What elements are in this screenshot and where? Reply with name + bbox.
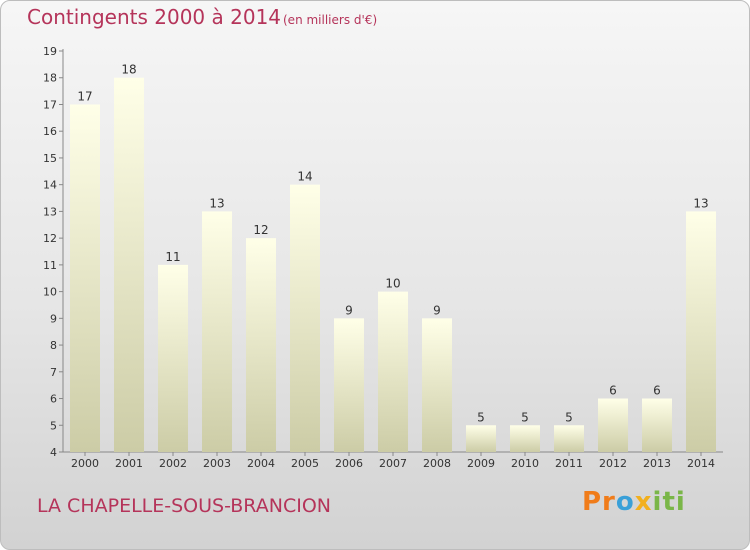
logo-part: x	[634, 487, 653, 517]
y-tick-label: 5	[50, 419, 57, 432]
bar	[598, 398, 628, 452]
y-tick-label: 4	[50, 446, 57, 459]
bar	[290, 184, 320, 452]
x-tick-label: 2014	[687, 457, 715, 470]
bar-value-label: 6	[609, 384, 617, 398]
bar	[642, 398, 672, 452]
bar-value-label: 18	[121, 63, 136, 77]
bar	[686, 211, 716, 452]
y-tick-label: 16	[43, 125, 57, 138]
chart-unit: (en milliers d'€)	[283, 13, 378, 27]
y-tick-label: 8	[50, 339, 57, 352]
bar	[422, 318, 452, 452]
y-tick-label: 19	[43, 45, 57, 58]
x-tick-label: 2010	[511, 457, 539, 470]
bar	[202, 211, 232, 452]
bar-value-label: 17	[77, 89, 92, 103]
y-tick-label: 14	[43, 179, 57, 192]
bar	[158, 264, 188, 452]
commune-name: LA CHAPELLE-SOUS-BRANCION	[37, 495, 331, 517]
logo-part: Pr	[582, 487, 616, 517]
bar-value-label: 10	[385, 277, 400, 291]
logo-part: o	[615, 487, 635, 517]
bar-value-label: 5	[565, 410, 573, 424]
x-tick-label: 2009	[467, 457, 495, 470]
bar-value-label: 5	[521, 410, 529, 424]
x-tick-label: 2000	[71, 457, 99, 470]
bar-value-label: 13	[693, 196, 708, 210]
x-tick-label: 2003	[203, 457, 231, 470]
bar-value-label: 13	[209, 196, 224, 210]
x-tick-label: 2013	[643, 457, 671, 470]
chart-title: Contingents 2000 à 2014	[27, 5, 282, 29]
bar	[466, 425, 496, 452]
x-tick-label: 2005	[291, 457, 319, 470]
bar-value-label: 9	[433, 303, 441, 317]
x-tick-label: 2002	[159, 457, 187, 470]
y-tick-label: 17	[43, 98, 57, 111]
bar-value-label: 11	[165, 250, 180, 264]
bar	[554, 425, 584, 452]
y-tick-label: 15	[43, 152, 57, 165]
x-tick-label: 2011	[555, 457, 583, 470]
bar-value-label: 6	[653, 384, 661, 398]
y-tick-label: 18	[43, 72, 57, 85]
y-tick-label: 6	[50, 393, 57, 406]
bar	[246, 238, 276, 452]
bar	[510, 425, 540, 452]
bar-value-label: 9	[345, 303, 353, 317]
proxiti-logo: Proxiti	[582, 487, 686, 517]
y-tick-label: 12	[43, 232, 57, 245]
bar-value-label: 14	[297, 170, 312, 184]
y-tick-label: 10	[43, 286, 57, 299]
bar	[334, 318, 364, 452]
y-tick-label: 11	[43, 259, 57, 272]
x-tick-label: 2008	[423, 457, 451, 470]
x-tick-label: 2004	[247, 457, 275, 470]
y-tick-label: 7	[50, 366, 57, 379]
y-tick-label: 13	[43, 205, 57, 218]
x-tick-label: 2012	[599, 457, 627, 470]
y-tick-label: 9	[50, 312, 57, 325]
bar-value-label: 5	[477, 410, 485, 424]
bar-value-label: 12	[253, 223, 268, 237]
logo-part: iti	[652, 487, 686, 517]
x-tick-label: 2006	[335, 457, 363, 470]
bar	[70, 104, 100, 452]
bar	[114, 77, 144, 452]
x-tick-label: 2007	[379, 457, 407, 470]
x-tick-label: 2001	[115, 457, 143, 470]
bar	[378, 291, 408, 452]
